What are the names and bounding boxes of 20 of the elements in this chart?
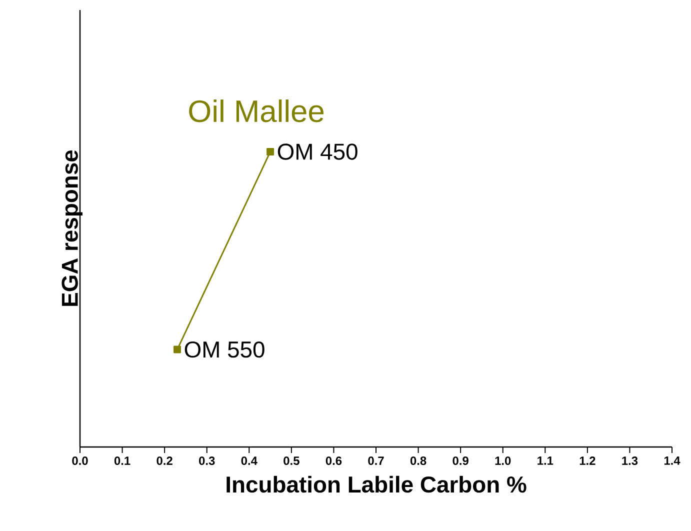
x-tick-label: 0.7 (368, 456, 384, 465)
x-tick-label: 0.9 (452, 456, 468, 465)
x-tick-label: 0.5 (284, 456, 300, 465)
x-tick-label: 0.1 (114, 456, 130, 465)
x-tick-label: 1.4 (664, 456, 680, 465)
x-tick-label: 0.2 (156, 456, 172, 465)
annotation: OM 450 (278, 144, 358, 160)
y-axis-title: EGA response (62, 150, 82, 306)
series-label: Oil Mallee (189, 100, 324, 122)
x-tick-label: 1.0 (495, 456, 511, 465)
x-tick-label: 0.8 (410, 456, 426, 465)
x-tick-label: 1.1 (538, 456, 554, 465)
x-tick-label: 0.0 (72, 456, 88, 465)
x-tick-label: 0.6 (326, 456, 342, 465)
x-tick-label: 0.3 (199, 456, 215, 466)
x-tick-label: 1.3 (622, 456, 638, 466)
x-axis-title: Incubation Labile Carbon % (226, 476, 526, 493)
x-tick-label: 1.2 (580, 456, 596, 465)
x-tick-label: 0.4 (241, 456, 258, 465)
annotation: OM 550 (184, 341, 264, 358)
